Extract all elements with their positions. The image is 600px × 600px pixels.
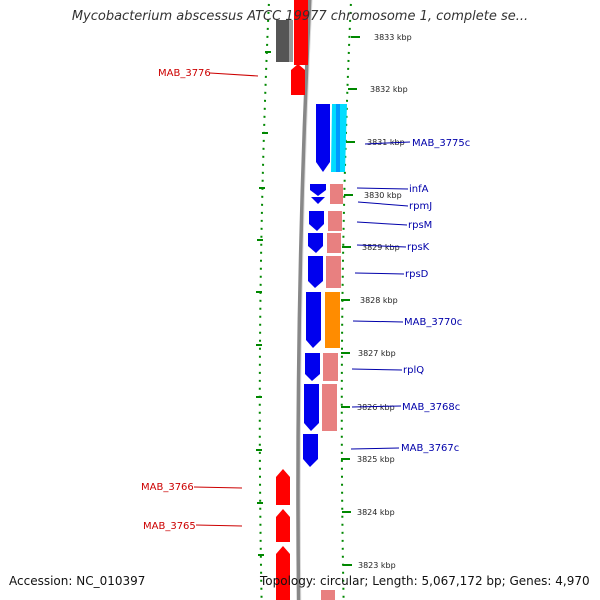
gene-label-rplq[interactable]: rplQ <box>403 365 424 376</box>
kbp-label: 3823 kbp <box>358 561 396 570</box>
kbp-label: 3833 kbp <box>374 33 412 42</box>
gene-label-mab3776[interactable]: MAB_3776 <box>158 68 211 79</box>
feature-orange[interactable] <box>325 292 340 348</box>
feature-pink[interactable] <box>326 256 341 288</box>
gene-label-mab3768c[interactable]: MAB_3768c <box>402 402 460 413</box>
backbone-highlight <box>299 0 313 600</box>
gene-reverse-rplq[interactable] <box>305 353 320 381</box>
kbp-tick-marks <box>341 36 360 566</box>
feature-pink-partial <box>321 590 335 600</box>
feature-pink[interactable] <box>323 353 338 381</box>
kbp-label: 3827 kbp <box>358 349 396 358</box>
gene-label-mab3766[interactable]: MAB_3766 <box>141 482 194 493</box>
right-leader-lines <box>350 141 411 450</box>
outer-ring-left <box>258 0 271 600</box>
left-tick-marks <box>256 51 271 556</box>
outer-ring-right <box>340 0 353 600</box>
gene-label-mab3775c[interactable]: MAB_3775c <box>412 138 470 149</box>
gene-label-rpsk[interactable]: rpsK <box>407 242 430 253</box>
kbp-label: 3825 kbp <box>357 455 395 464</box>
map-title: Mycobacterium abscessus ATCC 19977 chrom… <box>71 9 529 24</box>
right-gene-labels: MAB_3775c infA rpmJ rpsM rpsK rpsD MAB_3… <box>401 138 470 454</box>
gene-label-rpsd[interactable]: rpsD <box>405 269 429 280</box>
backbone-line <box>296 0 312 600</box>
kbp-label: 3831 kbp <box>367 138 405 147</box>
feature-pink[interactable] <box>330 184 343 204</box>
gene-reverse-infa[interactable] <box>310 184 326 196</box>
gene-forward[interactable] <box>276 546 290 600</box>
gene-forward[interactable] <box>291 64 305 95</box>
gene-reverse-mab3770c[interactable] <box>306 292 321 348</box>
gene-reverse-mab3775c[interactable] <box>316 104 330 172</box>
gene-forward-mab3766[interactable] <box>276 469 290 505</box>
gene-forward[interactable] <box>294 0 308 65</box>
kbp-label: 3828 kbp <box>360 296 398 305</box>
kbp-label: 3824 kbp <box>357 508 395 517</box>
feature-pink[interactable] <box>328 211 342 231</box>
gene-reverse-rpsd[interactable] <box>308 256 323 288</box>
gene-dark[interactable] <box>276 20 290 62</box>
gene-dark-shadow <box>289 20 293 62</box>
gene-label-infa[interactable]: infA <box>409 184 429 195</box>
feature-pink[interactable] <box>327 233 341 253</box>
gene-forward-mab3765[interactable] <box>276 509 290 542</box>
kbp-label: 3829 kbp <box>362 243 400 252</box>
gene-reverse-mab3767c[interactable] <box>303 434 318 467</box>
gene-reverse-mab3768c[interactable] <box>304 384 319 431</box>
gene-reverse-rpsk[interactable] <box>308 233 323 253</box>
left-gene-labels: MAB_3776 MAB_3766 MAB_3765 <box>141 68 211 532</box>
gene-label-rpmj[interactable]: rpmJ <box>409 201 432 212</box>
left-leader-lines <box>193 72 259 527</box>
topology-text: Topology: circular; Length: 5,067,172 bp… <box>260 574 590 588</box>
feature-pink[interactable] <box>322 384 337 431</box>
gene-label-mab3770c[interactable]: MAB_3770c <box>404 317 462 328</box>
gene-reverse-rpsm[interactable] <box>309 211 324 231</box>
gene-reverse-rpmj[interactable] <box>311 197 325 204</box>
kbp-label: 3832 kbp <box>370 85 408 94</box>
gene-label-mab3765[interactable]: MAB_3765 <box>143 521 196 532</box>
kbp-labels: 3833 kbp 3832 kbp 3831 kbp 3830 kbp 3829… <box>357 33 412 570</box>
accession-text: Accession: NC_010397 <box>9 574 146 588</box>
gene-label-rpsm[interactable]: rpsM <box>408 220 432 231</box>
gene-label-mab3767c[interactable]: MAB_3767c <box>401 443 459 454</box>
kbp-label: 3830 kbp <box>364 191 402 200</box>
feature-cyan-inner <box>336 104 340 172</box>
kbp-label: 3826 kbp <box>357 403 395 412</box>
